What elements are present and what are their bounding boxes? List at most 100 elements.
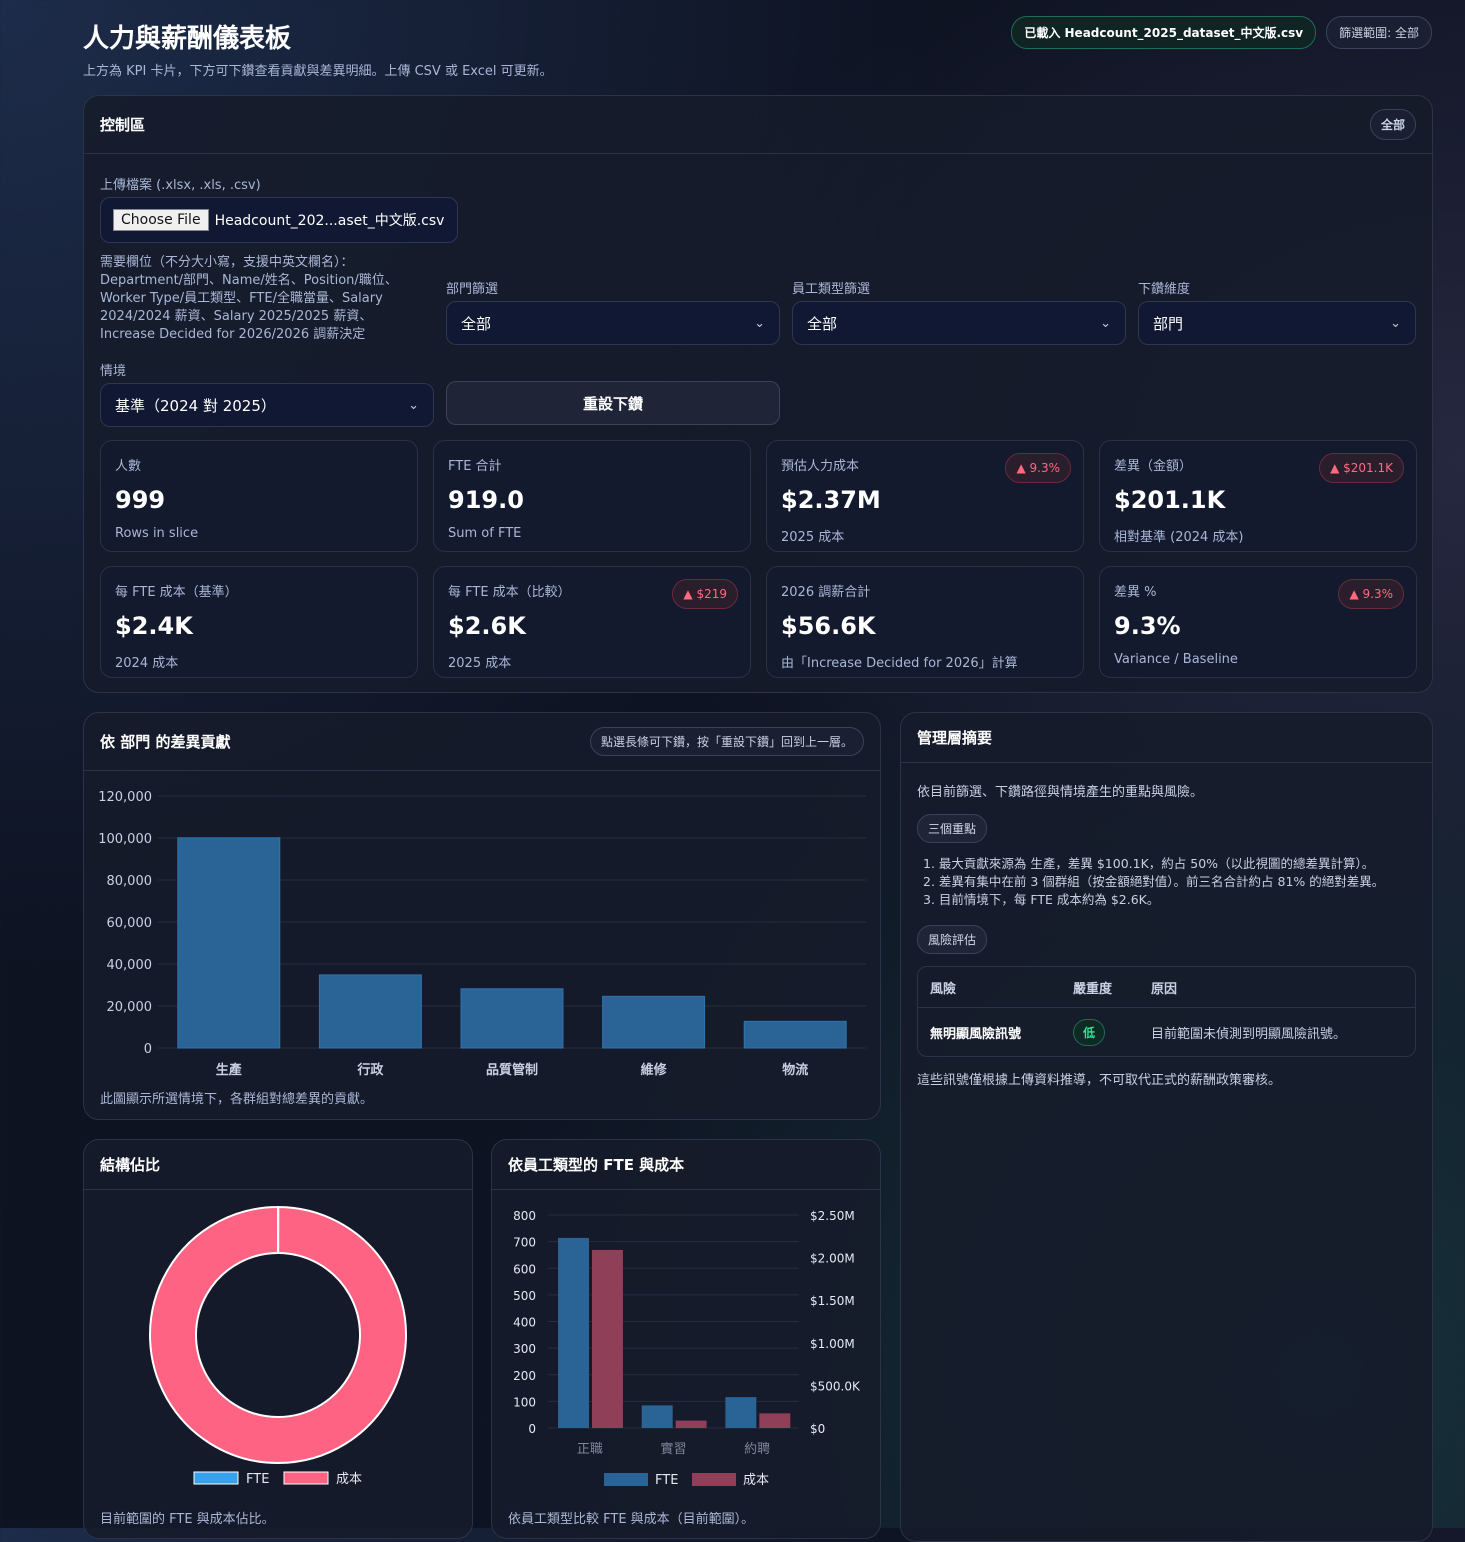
mix-donut-chart: FTE 成本 <box>84 1195 473 1495</box>
y-left-tick-label: 800 <box>513 1209 536 1223</box>
y-tick-label: 80,000 <box>107 874 153 889</box>
bar <box>461 989 563 1048</box>
chevron-down-icon: ⌄ <box>754 316 765 331</box>
x-tick-label: 生產 <box>216 1062 242 1078</box>
legend-swatch <box>692 1473 736 1486</box>
y-right-tick-label: $500.0K <box>810 1379 861 1393</box>
dept-filter-select[interactable]: 全部 ⌄ <box>446 301 780 345</box>
table-row: 無明顯風險訊號 低 目前範圍未偵測到明顯風險訊號。 <box>918 1008 1415 1056</box>
scenario-select[interactable]: 基準（2024 對 2025）⌄ <box>100 383 434 427</box>
risk-table-header: 風險嚴重度原因 <box>918 967 1415 1008</box>
page-title: 人力與薪酬儀表板 <box>83 18 291 55</box>
type-filter-value: 全部 <box>807 313 837 334</box>
mix-caption: 目前範圍的 FTE 與成本佔比。 <box>100 1508 275 1527</box>
drill-dimension-label: 下鑽維度 <box>1138 278 1190 297</box>
kpi-subtext: 相對基準 (2024 成本) <box>1114 526 1402 545</box>
file-input[interactable]: Choose File Headcount_202...aset_中文版.csv <box>100 197 458 243</box>
y-left-tick-label: 200 <box>513 1369 536 1383</box>
key-point: 3. 目前情境下，每 FTE 成本約為 $2.6K。 <box>923 891 1416 909</box>
bar-cost <box>592 1250 623 1428</box>
kpi-value: $2.37M <box>781 486 1069 514</box>
summary-panel: 管理層摘要 依目前篩選、下鑽路徑與情境產生的重點與風險。 三個重點 1. 最大貢… <box>900 712 1433 1542</box>
bar-fte <box>725 1397 756 1428</box>
type-filter-select[interactable]: 全部 ⌄ <box>792 301 1126 345</box>
scenario-label: 情境 <box>100 360 126 379</box>
y-left-tick-label: 500 <box>513 1289 536 1303</box>
bar <box>178 838 280 1048</box>
risk-tag: 風險評估 <box>917 925 987 954</box>
kpi-delta-badge: ▲ 9.3% <box>1338 579 1404 609</box>
kpi-value: $2.6K <box>448 612 736 640</box>
y-tick-label: 0 <box>144 1042 152 1057</box>
key-points-tag: 三個重點 <box>917 814 987 843</box>
dept-filter-label: 部門篩選 <box>446 278 498 297</box>
kpi-value: $201.1K <box>1114 486 1402 514</box>
x-tick-label: 約聘 <box>744 1442 770 1457</box>
bar-cost <box>676 1421 707 1428</box>
summary-footnote: 這些訊號僅根據上傳資料推導，不可取代正式的薪酬政策審核。 <box>917 1069 1416 1088</box>
y-left-tick-label: 100 <box>513 1395 536 1409</box>
controls-panel: 控制區全部 上傳檔案 (.xlsx, .xls, .csv) Choose Fi… <box>83 95 1433 693</box>
kpi-subtext: 由「Increase Decided for 2026」計算 <box>781 652 1069 671</box>
kpi-value: $56.6K <box>781 612 1069 640</box>
mix-title: 結構佔比 <box>100 1154 160 1175</box>
y-tick-label: 20,000 <box>107 1000 153 1015</box>
kpi-value: 999 <box>115 486 403 514</box>
legend-label: 成本 <box>743 1473 769 1488</box>
controls-title: 控制區 <box>100 114 145 135</box>
loaded-file-pill: 已載入 Headcount_2025_dataset_中文版.csv <box>1011 16 1316 49</box>
dept-filter-value: 全部 <box>461 313 491 334</box>
y-left-tick-label: 700 <box>513 1236 536 1250</box>
col-risk: 風險 <box>930 978 1073 997</box>
y-tick-label: 60,000 <box>107 916 153 931</box>
chevron-down-icon: ⌄ <box>1390 316 1401 331</box>
kpi-subtext: 2025 成本 <box>781 526 1069 545</box>
bar <box>603 996 705 1048</box>
kpi-card: 人數 999 Rows in slice <box>100 440 418 552</box>
file-name: Headcount_202...aset_中文版.csv <box>215 210 445 230</box>
severity-badge: 低 <box>1073 1019 1105 1046</box>
page-subtitle: 上方為 KPI 卡片，下方可下鑽查看貢獻與差異明細。上傳 CSV 或 Excel… <box>83 60 553 79</box>
kpi-value: $2.4K <box>115 612 403 640</box>
contribution-bar-chart: 020,00040,00060,00080,000100,000120,000生… <box>84 773 881 1083</box>
y-right-tick-label: $2.00M <box>810 1252 855 1266</box>
by-type-caption: 依員工類型比較 FTE 與成本（目前範圍）。 <box>508 1508 754 1527</box>
chevron-down-icon: ⌄ <box>1100 316 1111 331</box>
legend-label: 成本 <box>336 1472 362 1487</box>
legend-swatch <box>604 1473 648 1486</box>
donut-slice <box>150 1207 406 1463</box>
kpi-subtext: 2025 成本 <box>448 652 736 671</box>
y-tick-label: 120,000 <box>98 790 152 805</box>
bar-cost <box>759 1413 790 1428</box>
drill-hint: 點選長條可下鑽，按「重設下鑽」回到上一層。 <box>590 727 864 756</box>
contribution-title: 依 部門 的差異貢獻 <box>100 731 230 752</box>
y-left-tick-label: 0 <box>528 1422 536 1436</box>
col-severity: 嚴重度 <box>1073 978 1151 997</box>
risk-reason: 目前範圍未偵測到明顯風險訊號。 <box>1151 1023 1346 1042</box>
kpi-subtext: Rows in slice <box>115 526 403 541</box>
risk-name: 無明顯風險訊號 <box>930 1023 1073 1042</box>
chevron-down-icon: ⌄ <box>408 398 419 413</box>
summary-intro: 依目前篩選、下鑽路徑與情境產生的重點與風險。 <box>917 781 1416 800</box>
legend-label: FTE <box>246 1472 269 1487</box>
bar-fte <box>642 1405 673 1428</box>
bar <box>744 1021 846 1048</box>
legend-swatch <box>194 1472 238 1484</box>
kpi-title: 人數 <box>115 455 403 474</box>
by-type-title: 依員工類型的 FTE 與成本 <box>508 1154 684 1175</box>
y-right-tick-label: $1.50M <box>810 1294 855 1308</box>
choose-file-button[interactable]: Choose File <box>113 209 209 231</box>
x-tick-label: 正職 <box>577 1442 603 1457</box>
key-point: 1. 最大貢獻來源為 生產，差異 $100.1K，約占 50%（以此視圖的總差異… <box>923 855 1416 873</box>
drill-dimension-select[interactable]: 部門⌄ <box>1138 301 1416 345</box>
legend-swatch <box>284 1472 328 1484</box>
kpi-delta-badge: ▲ $219 <box>672 579 738 609</box>
x-tick-label: 實習 <box>660 1441 686 1457</box>
kpi-delta-badge: ▲ 9.3% <box>1005 453 1071 483</box>
kpi-subtext: 2024 成本 <box>115 652 403 671</box>
type-filter-label: 員工類型篩選 <box>792 278 870 297</box>
reset-drill-button[interactable]: 重設下鑽 <box>446 381 780 425</box>
col-reason: 原因 <box>1151 978 1177 997</box>
